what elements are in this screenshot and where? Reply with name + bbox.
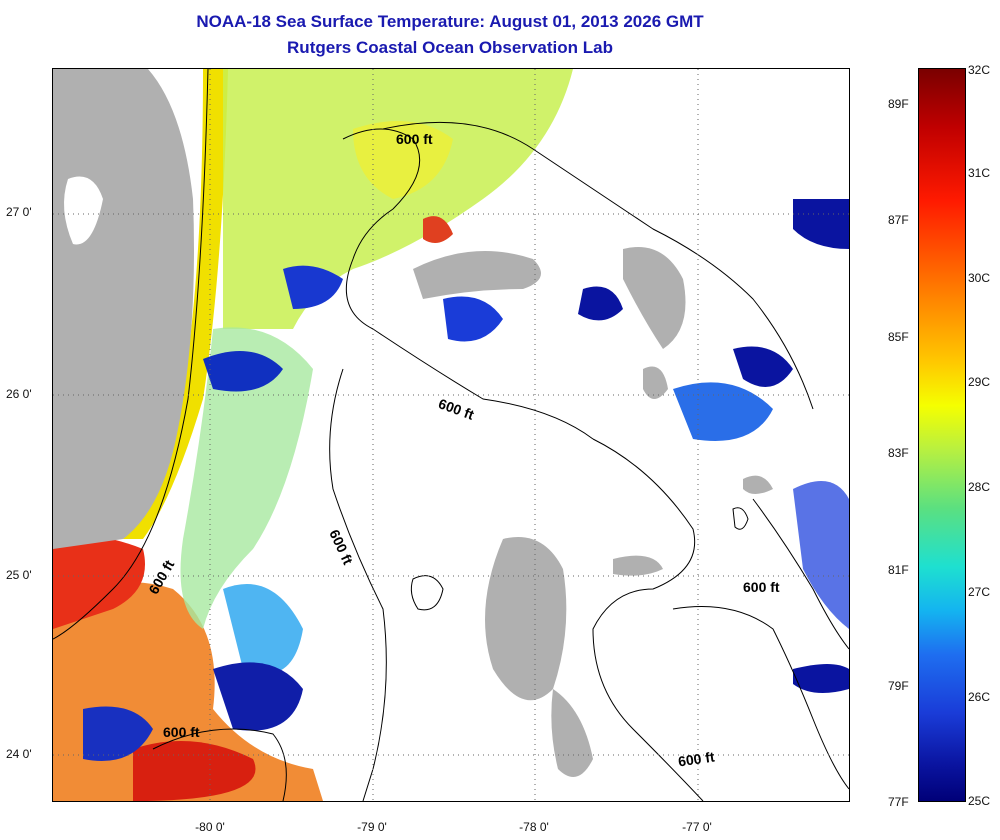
colorbar-fahrenheit-label: 81F — [888, 563, 909, 577]
colorbar-fahrenheit-label: 79F — [888, 679, 909, 693]
isobath-contours — [53, 69, 849, 801]
graticule — [53, 69, 849, 801]
land-masses — [53, 69, 773, 777]
lat-label: 27 0' — [6, 205, 32, 219]
temperature-colorbar — [918, 68, 966, 802]
map-title: NOAA-18 Sea Surface Temperature: August … — [196, 12, 704, 31]
lat-label: 24 0' — [6, 747, 32, 761]
colorbar-fahrenheit-label: 77F — [888, 795, 909, 809]
colorbar-celsius-label: 31C — [968, 166, 991, 180]
contour-label-600ft: 600 ft — [163, 724, 200, 740]
sst-field — [53, 69, 849, 801]
colorbar-fahrenheit-label: 83F — [888, 446, 909, 460]
colorbar-celsius-label: 26C — [968, 690, 991, 704]
colorbar-fahrenheit-label: 89F — [888, 97, 909, 111]
colorbar-celsius-label: 27C — [968, 585, 991, 599]
sst-map: 600 ft 600 ft 600 ft 600 ft 600 ft 600 f… — [52, 68, 850, 802]
lon-label: -78 0' — [519, 820, 549, 834]
lat-label: 26 0' — [6, 387, 32, 401]
sst-map-canvas — [53, 69, 849, 801]
colorbar-celsius-label: 28C — [968, 480, 991, 494]
map-subtitle: Rutgers Coastal Ocean Observation Lab — [287, 38, 613, 57]
lat-label: 25 0' — [6, 568, 32, 582]
lon-label: -80 0' — [195, 820, 225, 834]
colorbar-celsius-label: 30C — [968, 271, 991, 285]
colorbar-fahrenheit-label: 85F — [888, 330, 909, 344]
lon-label: -79 0' — [357, 820, 387, 834]
colorbar-celsius-label: 29C — [968, 375, 991, 389]
colorbar-celsius-label: 25C — [968, 794, 991, 808]
colorbar-celsius-label: 32C — [968, 63, 991, 77]
colorbar-fahrenheit-label: 87F — [888, 213, 909, 227]
lon-label: -77 0' — [682, 820, 712, 834]
contour-label-600ft: 600 ft — [396, 131, 433, 147]
contour-label-600ft: 600 ft — [743, 579, 780, 595]
